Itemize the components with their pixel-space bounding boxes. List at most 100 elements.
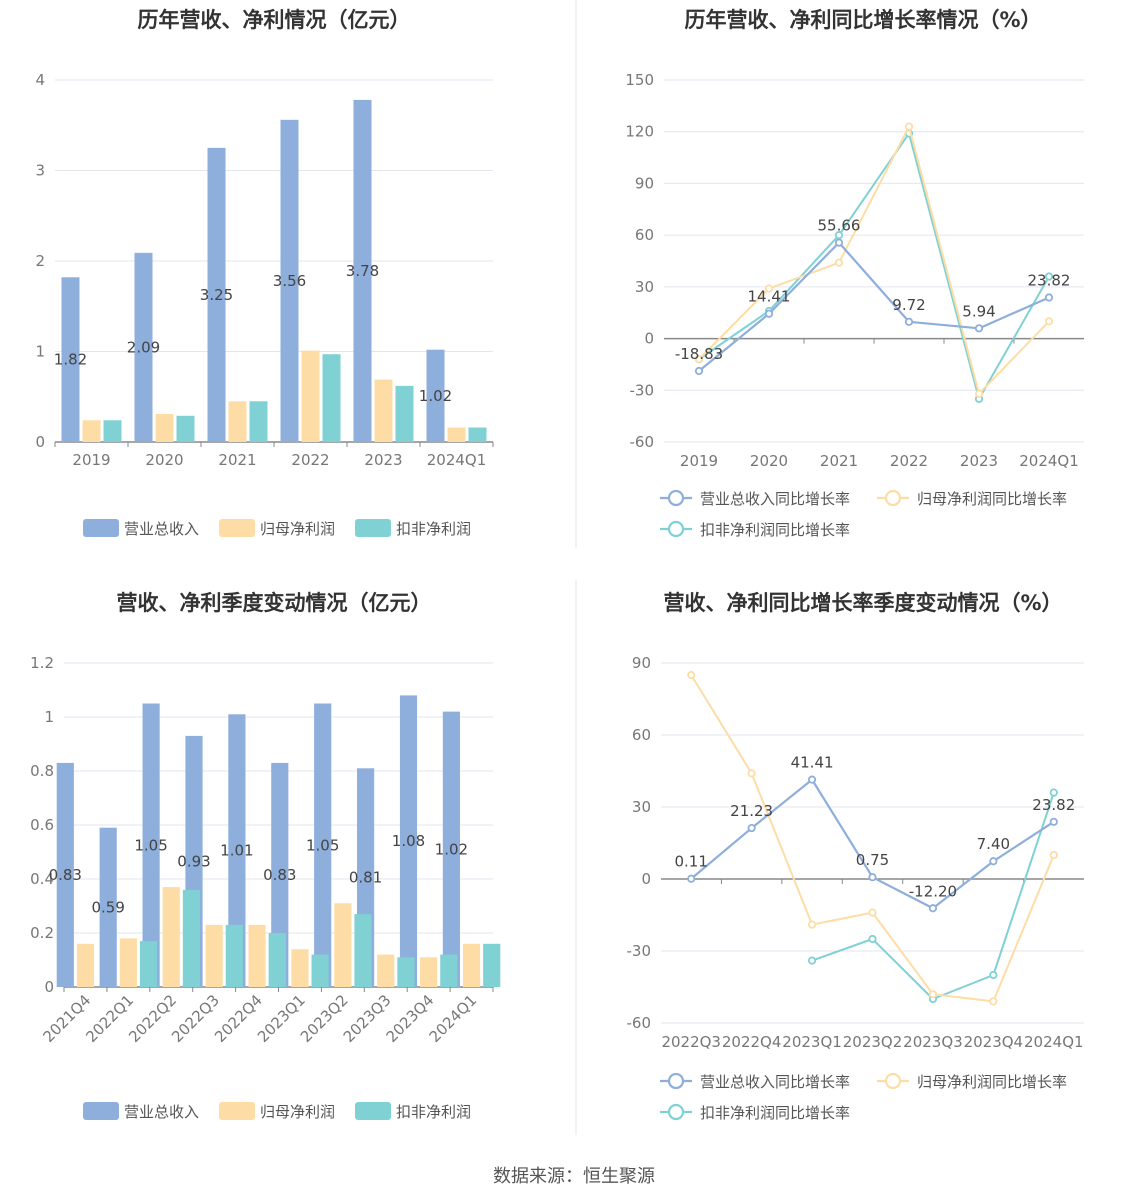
y-tick-label: 0 <box>644 330 654 348</box>
y-tick-label: 0.2 <box>30 924 54 942</box>
data-point <box>928 904 938 913</box>
bar-parent-profit <box>301 350 320 442</box>
legend-item[interactable]: 营业总收入同比增长率 <box>660 1072 850 1091</box>
bar-parent-profit <box>374 379 393 442</box>
y-tick-label: 30 <box>632 798 651 816</box>
bar-revenue <box>353 99 372 442</box>
x-tick-label: 2023Q1 <box>782 1033 842 1051</box>
data-point <box>974 324 984 333</box>
point-data-label: 55.66 <box>818 217 861 235</box>
legend-item[interactable]: 归母净利润 <box>219 1102 335 1121</box>
legend-item[interactable]: 归母净利润 <box>219 519 335 538</box>
chart-2: 历年营收、净利同比增长率情况（%） 150 120 90 60 30 0 -30 -60 2019… <box>625 8 1084 539</box>
bar-deducted-profit <box>225 924 243 987</box>
legend-label: 扣非净利润 <box>396 1103 471 1121</box>
y-tick-label: 60 <box>632 726 651 744</box>
data-point <box>1049 788 1058 797</box>
y-tick-label: 1 <box>35 343 45 361</box>
x-tick-label: 2023Q3 <box>903 1033 963 1051</box>
data-point <box>694 355 704 364</box>
data-point <box>1044 272 1054 281</box>
legend-item[interactable]: 扣非净利润同比增长率 <box>660 520 850 539</box>
y-tick-label: 30 <box>635 278 654 296</box>
legend-label: 归母净利润同比增长率 <box>917 1073 1067 1091</box>
legend-label: 营业总收入同比增长率 <box>700 490 850 508</box>
series-line-revenue <box>698 241 1050 372</box>
bar-data-label: 1.08 <box>392 832 425 850</box>
legend-label: 归母净利润 <box>260 520 335 538</box>
point-data-label: 0.11 <box>675 853 708 871</box>
bar-deducted-profit <box>268 933 286 987</box>
bar-parent-profit <box>155 413 174 442</box>
legend-item[interactable]: 营业总收入 <box>83 519 199 538</box>
bar-parent-profit <box>82 420 101 442</box>
legend-marker <box>667 489 685 507</box>
bar-parent-profit <box>462 943 481 987</box>
bar-revenue <box>442 711 460 987</box>
bar-deducted-profit <box>182 889 200 987</box>
x-tick-label: 2022 <box>291 451 329 469</box>
data-point <box>687 874 696 883</box>
y-tick-label: 90 <box>635 174 654 192</box>
x-tick-label: 2024Q1 <box>1024 1033 1084 1051</box>
bar-parent-profit <box>162 887 180 987</box>
bar-deducted-profit <box>397 957 415 987</box>
data-point <box>764 284 774 293</box>
legend-swatch <box>355 519 391 537</box>
legend-item[interactable]: 归母净利润同比增长率 <box>877 1072 1067 1091</box>
y-tick-label: 0.8 <box>30 762 54 780</box>
y-tick-label: 4 <box>35 71 45 89</box>
bar-data-label: 0.59 <box>91 898 124 916</box>
legend-label: 营业总收入同比增长率 <box>700 1073 850 1091</box>
x-tick-label: 2024Q1 <box>427 451 487 469</box>
y-tick-label: 150 <box>625 71 654 89</box>
legend-item[interactable]: 扣非净利润 <box>355 519 471 538</box>
data-point <box>694 366 704 376</box>
x-tick-label: 2024Q1 <box>1019 452 1079 470</box>
x-tick-label: 2021 <box>218 451 256 469</box>
bar-data-label: 1.05 <box>134 836 167 854</box>
x-tick-label: 2019 <box>680 452 718 470</box>
point-data-label: 41.41 <box>791 754 834 772</box>
bar-deducted-profit <box>176 415 195 442</box>
bar-data-label: 3.25 <box>200 286 233 304</box>
legend-label: 扣非净利润同比增长率 <box>700 1104 850 1122</box>
data-point <box>834 238 844 247</box>
bar-revenue <box>56 762 74 987</box>
bar-revenue <box>228 714 246 987</box>
bar-data-label: 0.83 <box>263 866 296 884</box>
legend-label: 扣非净利润同比增长率 <box>700 521 850 539</box>
legend-item[interactable]: 营业总收入 <box>83 1102 199 1121</box>
bar-data-label: 1.02 <box>419 387 452 405</box>
bar-parent-profit <box>228 401 247 442</box>
y-tick-label: 0 <box>35 433 45 451</box>
point-data-label: 21.23 <box>730 802 773 820</box>
bar-revenue <box>207 147 226 442</box>
chart-title: 营收、净利季度变动情况（亿元） <box>117 591 432 615</box>
legend-item[interactable]: 归母净利润同比增长率 <box>877 489 1067 508</box>
data-point <box>807 775 817 784</box>
bar-deducted-profit <box>440 954 458 987</box>
y-tick-label: 90 <box>632 654 651 672</box>
legend-item[interactable]: 营业总收入同比增长率 <box>660 489 850 508</box>
bar-revenue <box>61 277 80 442</box>
y-tick-label: 0 <box>641 870 651 888</box>
bar-deducted-profit <box>249 401 268 442</box>
data-point <box>807 956 817 965</box>
legend-label: 营业总收入 <box>124 1103 199 1121</box>
data-point <box>868 934 877 944</box>
y-tick-label: 1.2 <box>30 654 54 672</box>
legend-item[interactable]: 扣非净利润 <box>355 1102 471 1121</box>
bar-deducted-profit <box>354 914 372 987</box>
data-point <box>747 823 756 833</box>
bar-revenue <box>280 119 299 442</box>
legend: 营业总收入 归母净利润 扣非净利润 <box>83 1102 471 1121</box>
legend-marker <box>667 520 685 538</box>
y-tick-label: -60 <box>627 1014 652 1032</box>
point-data-label: -12.20 <box>909 882 957 900</box>
legend-item[interactable]: 扣非净利润同比增长率 <box>660 1103 850 1122</box>
bar-data-label: 1.02 <box>435 840 468 858</box>
data-point <box>1044 317 1054 326</box>
